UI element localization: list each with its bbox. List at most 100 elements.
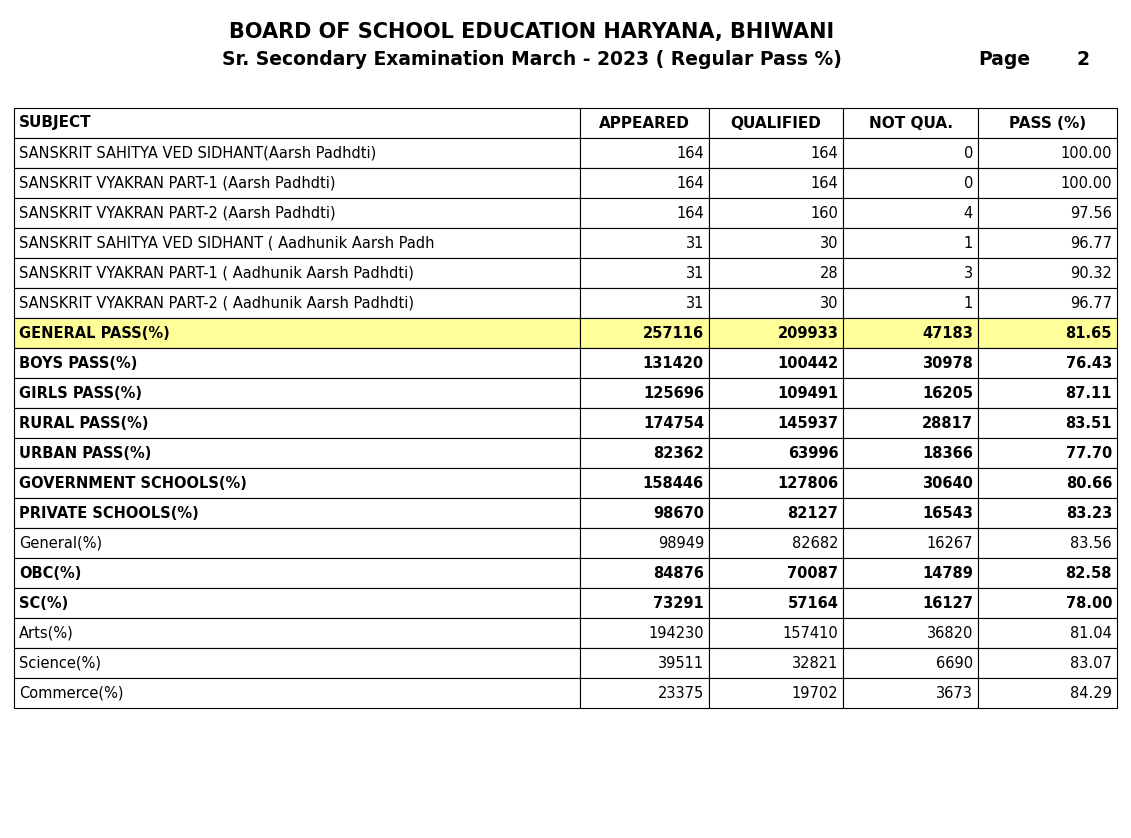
Bar xyxy=(844,378,978,408)
Text: 39511: 39511 xyxy=(658,655,703,670)
Bar xyxy=(14,468,580,498)
Bar xyxy=(978,468,1117,498)
Bar xyxy=(580,138,709,168)
Bar xyxy=(844,678,978,708)
Bar xyxy=(709,138,844,168)
Bar xyxy=(14,378,580,408)
Bar xyxy=(580,348,709,378)
Text: 82682: 82682 xyxy=(792,535,838,551)
Bar xyxy=(709,288,844,318)
Text: 81.65: 81.65 xyxy=(1065,325,1112,340)
Bar xyxy=(844,528,978,558)
Bar xyxy=(978,138,1117,168)
Bar xyxy=(709,528,844,558)
Bar xyxy=(14,648,580,678)
Bar xyxy=(709,618,844,648)
Text: 97.56: 97.56 xyxy=(1070,205,1112,220)
Bar xyxy=(978,378,1117,408)
Text: Arts(%): Arts(%) xyxy=(19,625,74,640)
Text: PASS (%): PASS (%) xyxy=(1009,116,1086,131)
Text: GIRLS PASS(%): GIRLS PASS(%) xyxy=(19,385,143,401)
Bar xyxy=(709,258,844,288)
Text: 98670: 98670 xyxy=(653,505,703,520)
Text: SANSKRIT VYAKRAN PART-2 (Aarsh Padhdti): SANSKRIT VYAKRAN PART-2 (Aarsh Padhdti) xyxy=(19,205,336,220)
Bar xyxy=(580,588,709,618)
Bar xyxy=(709,468,844,498)
Bar xyxy=(844,258,978,288)
Bar xyxy=(844,498,978,528)
Text: BOYS PASS(%): BOYS PASS(%) xyxy=(19,355,137,370)
Text: APPEARED: APPEARED xyxy=(599,116,690,131)
Bar xyxy=(709,378,844,408)
Text: BOARD OF SCHOOL EDUCATION HARYANA, BHIWANI: BOARD OF SCHOOL EDUCATION HARYANA, BHIWA… xyxy=(228,22,835,42)
Text: 84.29: 84.29 xyxy=(1070,685,1112,701)
Text: 73291: 73291 xyxy=(653,596,703,611)
Bar xyxy=(580,498,709,528)
Text: 28817: 28817 xyxy=(922,416,973,431)
Bar xyxy=(844,558,978,588)
Text: 3: 3 xyxy=(964,266,973,281)
Text: 109491: 109491 xyxy=(777,385,838,401)
Text: URBAN PASS(%): URBAN PASS(%) xyxy=(19,446,152,461)
Text: 157410: 157410 xyxy=(783,625,838,640)
Bar xyxy=(14,138,580,168)
Text: 16543: 16543 xyxy=(922,505,973,520)
Bar xyxy=(844,288,978,318)
Bar xyxy=(978,528,1117,558)
Bar xyxy=(580,258,709,288)
Text: SANSKRIT SAHITYA VED SIDHANT(Aarsh Padhdti): SANSKRIT SAHITYA VED SIDHANT(Aarsh Padhd… xyxy=(19,146,377,161)
Bar xyxy=(844,318,978,348)
Text: 158446: 158446 xyxy=(642,475,703,490)
Bar xyxy=(709,678,844,708)
Text: 23375: 23375 xyxy=(657,685,703,701)
Bar xyxy=(580,408,709,438)
Bar xyxy=(978,618,1117,648)
Bar xyxy=(14,198,580,228)
Text: 87.11: 87.11 xyxy=(1065,385,1112,401)
Bar xyxy=(580,528,709,558)
Bar xyxy=(978,198,1117,228)
Bar xyxy=(978,168,1117,198)
Text: 78.00: 78.00 xyxy=(1065,596,1112,611)
Bar xyxy=(14,228,580,258)
Text: 84876: 84876 xyxy=(653,566,703,581)
Text: 16127: 16127 xyxy=(922,596,973,611)
Text: Commerce(%): Commerce(%) xyxy=(19,685,123,701)
Text: 0: 0 xyxy=(964,175,973,190)
Bar xyxy=(580,318,709,348)
Text: 6690: 6690 xyxy=(935,655,973,670)
Text: PRIVATE SCHOOLS(%): PRIVATE SCHOOLS(%) xyxy=(19,505,199,520)
Text: SANSKRIT VYAKRAN PART-1 (Aarsh Padhdti): SANSKRIT VYAKRAN PART-1 (Aarsh Padhdti) xyxy=(19,175,336,190)
Text: 160: 160 xyxy=(811,205,838,220)
Bar xyxy=(844,138,978,168)
Text: 83.56: 83.56 xyxy=(1070,535,1112,551)
Text: 70087: 70087 xyxy=(787,566,838,581)
Text: SANSKRIT VYAKRAN PART-2 ( Aadhunik Aarsh Padhdti): SANSKRIT VYAKRAN PART-2 ( Aadhunik Aarsh… xyxy=(19,296,414,311)
Text: NOT QUA.: NOT QUA. xyxy=(869,116,952,131)
Bar xyxy=(844,438,978,468)
Bar xyxy=(709,168,844,198)
Text: 31: 31 xyxy=(685,235,703,251)
Bar xyxy=(14,288,580,318)
Text: 164: 164 xyxy=(676,205,703,220)
Bar xyxy=(14,258,580,288)
Text: 82362: 82362 xyxy=(653,446,703,461)
Bar xyxy=(709,108,844,138)
Text: 19702: 19702 xyxy=(792,685,838,701)
Bar xyxy=(709,648,844,678)
Text: 14789: 14789 xyxy=(922,566,973,581)
Text: 164: 164 xyxy=(811,175,838,190)
Text: 4: 4 xyxy=(964,205,973,220)
Bar xyxy=(978,678,1117,708)
Bar xyxy=(580,288,709,318)
Bar xyxy=(709,438,844,468)
Bar xyxy=(978,108,1117,138)
Bar xyxy=(580,228,709,258)
Bar xyxy=(844,168,978,198)
Bar xyxy=(844,108,978,138)
Text: 18366: 18366 xyxy=(922,446,973,461)
Text: GENERAL PASS(%): GENERAL PASS(%) xyxy=(19,325,170,340)
Bar xyxy=(844,588,978,618)
Text: 82.58: 82.58 xyxy=(1065,566,1112,581)
Bar xyxy=(580,558,709,588)
